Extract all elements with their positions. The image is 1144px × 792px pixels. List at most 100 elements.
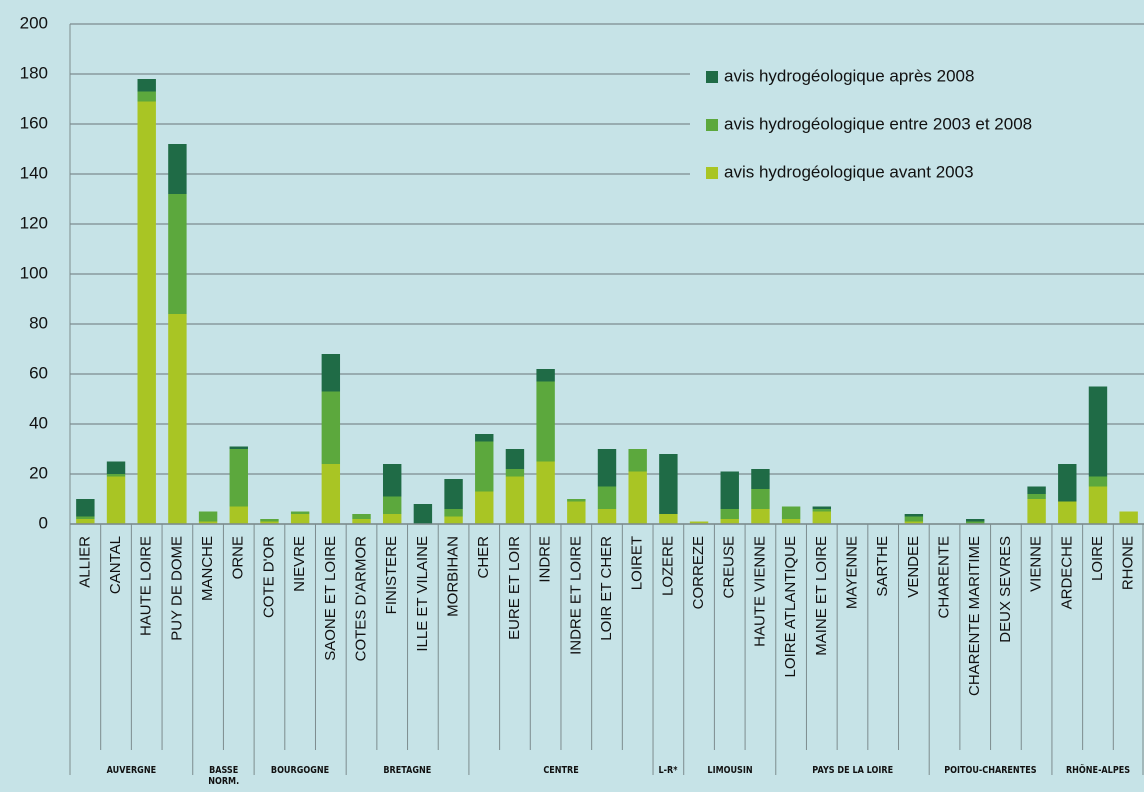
legend-label: avis hydrogéologique avant 2003 <box>724 162 974 181</box>
x-tick-label: SAONE ET LOIRE <box>322 536 339 661</box>
x-tick-label: CHARENTE <box>936 536 953 619</box>
bar-segment <box>536 381 555 462</box>
bar-segment <box>628 449 647 472</box>
x-tick-label: INDRE ET LOIRE <box>567 536 584 655</box>
region-label: POITOU-CHARENTES <box>944 765 1037 776</box>
bar-segment <box>505 469 525 477</box>
legend-swatch <box>706 167 718 179</box>
bar-segment <box>904 514 924 517</box>
bar-segment <box>536 461 555 524</box>
bar-segment <box>475 491 494 524</box>
bar-segment <box>567 499 586 502</box>
x-tick-label: COTES D'ARMOR <box>352 536 369 662</box>
bar-segment <box>966 519 985 522</box>
bar-segment <box>1058 464 1077 502</box>
bar-segment <box>812 509 832 512</box>
bar-segment <box>812 511 832 524</box>
x-tick-label: HAUTE VIENNE <box>751 536 768 647</box>
bar-segment <box>475 441 494 492</box>
bar-segment <box>1027 486 1046 494</box>
bar-segment <box>536 369 555 382</box>
bar-segment <box>168 314 187 524</box>
bar-segment <box>321 464 341 524</box>
x-tick-label: EURE ET LOIR <box>506 536 523 640</box>
x-tick-label: LOIRE ATLANTIQUE <box>782 536 799 677</box>
bar-segment <box>76 516 95 519</box>
x-tick-label: MORBIHAN <box>445 536 462 617</box>
bar-segment <box>1058 501 1077 524</box>
x-tick-label: SARTHE <box>874 536 891 597</box>
bar-segment <box>137 91 156 102</box>
bar-segment <box>260 521 279 524</box>
bar-segment <box>904 516 924 522</box>
bar-segment <box>198 511 218 522</box>
region-label: AUVERGNE <box>106 765 157 776</box>
bar-segment <box>751 489 770 509</box>
x-tick-label: FINISTERE <box>383 536 400 614</box>
x-tick-label: MAINE ET LOIRE <box>813 536 830 656</box>
bar-segment <box>751 509 770 524</box>
y-tick-label: 100 <box>20 263 48 282</box>
bar-segment <box>720 471 739 509</box>
bar-segment <box>137 101 156 524</box>
bar-segment <box>321 391 341 464</box>
x-tick-label: COTE D'OR <box>260 536 277 618</box>
bar-segment <box>321 354 341 392</box>
x-tick-label: LOIR ET CHER <box>598 536 615 641</box>
bar-segment <box>781 506 801 519</box>
x-tick-label: CANTAL <box>107 536 124 594</box>
bar-segment <box>1027 499 1046 524</box>
y-tick-label: 200 <box>20 13 48 32</box>
x-tick-label: VIENNE <box>1028 536 1045 592</box>
legend-label: avis hydrogéologique entre 2003 et 2008 <box>724 114 1032 133</box>
x-tick-label: CORREZE <box>690 536 707 609</box>
bar-segment <box>168 144 187 194</box>
legend-box <box>690 60 1144 185</box>
bar-segment <box>137 79 156 92</box>
x-tick-label: NIEVRE <box>291 536 308 592</box>
y-tick-label: 0 <box>39 513 48 532</box>
region-label: CENTRE <box>543 765 579 776</box>
bar-segment <box>260 519 279 522</box>
x-tick-label: ARDECHE <box>1058 536 1075 609</box>
region-label: PAYS DE LA LOIRE <box>812 765 893 776</box>
legend-swatch <box>706 119 718 131</box>
bar-segment <box>597 509 617 524</box>
bar-segment <box>597 449 617 487</box>
y-tick-label: 160 <box>20 113 48 132</box>
legend: avis hydrogéologique après 2008 avis hydr… <box>690 60 1144 185</box>
bar-segment <box>444 509 463 517</box>
bar-segment <box>229 446 248 449</box>
bar-segment <box>904 521 924 524</box>
y-tick-label: 40 <box>29 413 48 432</box>
region-label: BOURGOGNE <box>271 765 330 776</box>
bar-segment <box>567 501 586 524</box>
x-tick-label: PUY DE DOME <box>168 536 185 641</box>
bar-segment <box>720 519 739 524</box>
x-tick-label: ALLIER <box>76 536 93 588</box>
bar-segment <box>352 519 371 524</box>
bar-segment <box>505 449 525 469</box>
bar-segment <box>966 521 985 524</box>
bar-segment <box>720 509 739 519</box>
bar-segment <box>413 504 433 524</box>
bar-segment <box>781 519 801 524</box>
bar-segment <box>812 506 832 509</box>
legend-label: avis hydrogéologique après 2008 <box>724 66 974 85</box>
bar-segment <box>106 474 126 477</box>
legend-swatch <box>706 71 718 83</box>
x-tick-label: MANCHE <box>199 536 216 601</box>
y-tick-label: 20 <box>29 463 48 482</box>
x-tick-label: INDRE <box>537 536 554 583</box>
bar-segment <box>229 449 248 507</box>
bar-segment <box>475 434 494 442</box>
y-tick-label: 60 <box>29 363 48 382</box>
region-label: BASSE NORM. <box>207 765 239 787</box>
region-label: BRETAGNE <box>383 765 432 776</box>
bar-segment <box>352 514 371 519</box>
x-tick-label: DEUX SEVRES <box>997 536 1014 643</box>
bar-segment <box>382 464 402 497</box>
bar-segment <box>751 469 770 489</box>
y-tick-label: 120 <box>20 213 48 232</box>
bar-segment <box>106 461 126 474</box>
